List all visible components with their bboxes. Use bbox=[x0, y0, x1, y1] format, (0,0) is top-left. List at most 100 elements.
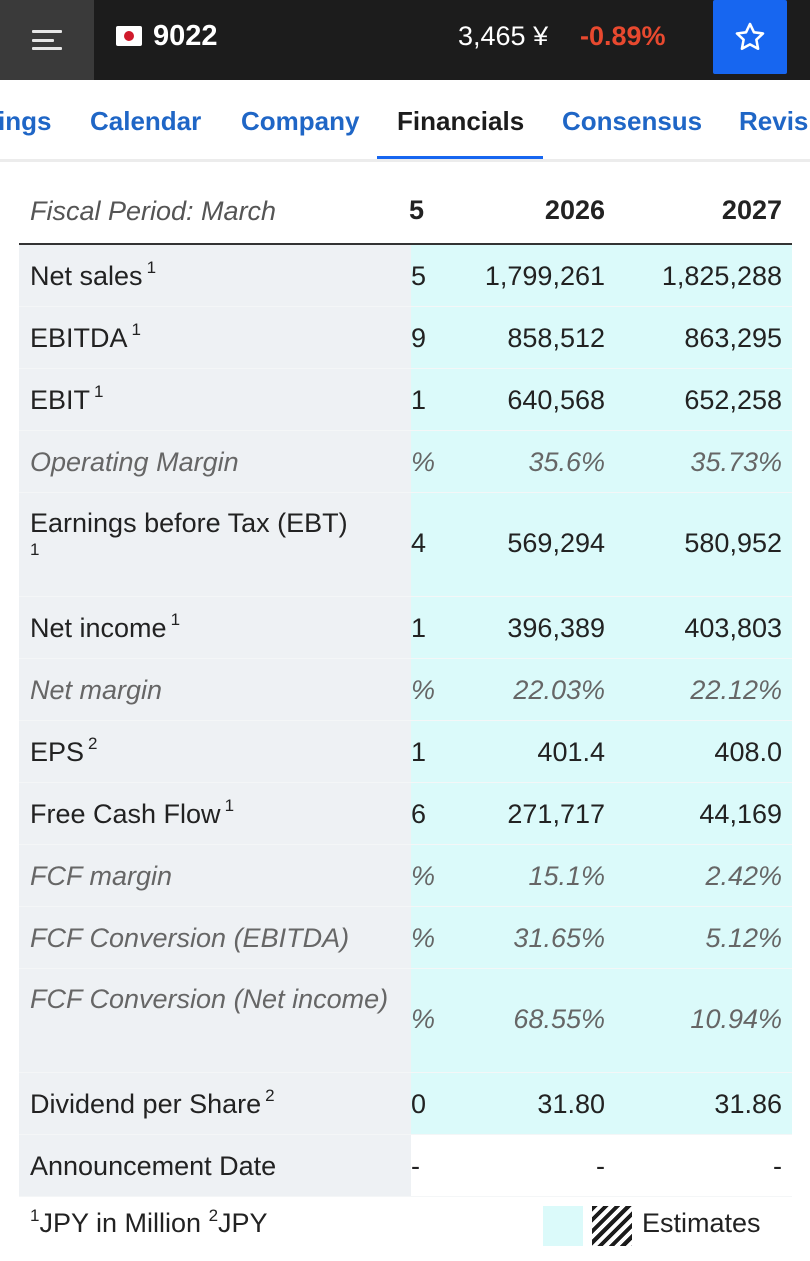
table-row: Free Cash Flow 1 6 271,717 44,169 bbox=[19, 783, 792, 845]
cell-prev: 0 bbox=[411, 1089, 427, 1119]
footnotes: 1JPY in Million 2JPY bbox=[30, 1206, 268, 1238]
table-row: Operating Margin % 35.6% 35.73% bbox=[19, 431, 792, 493]
cell-2026: 1,799,261 bbox=[484, 261, 605, 291]
cell-prev: 5 bbox=[411, 261, 427, 291]
estimates-legend-label: Estimates bbox=[642, 1208, 761, 1238]
cell-2027: 580,952 bbox=[684, 528, 782, 558]
tab-company[interactable]: Company bbox=[241, 106, 360, 136]
cell-2026: 22.03% bbox=[513, 675, 605, 705]
cell-2026: 401.4 bbox=[537, 737, 605, 767]
cell-prev: % bbox=[411, 675, 436, 705]
table-row: EBITDA 1 9 858,512 863,295 bbox=[19, 307, 792, 369]
hamburger-menu-icon[interactable] bbox=[0, 0, 94, 80]
row-label: EPS 2 bbox=[30, 734, 98, 767]
cell-2027: 1,825,288 bbox=[661, 261, 782, 291]
row-label: Operating Margin bbox=[30, 447, 239, 477]
footnote-mark: 1 bbox=[224, 796, 235, 815]
estimate-legend-swatch bbox=[543, 1206, 583, 1246]
table-row: Announcement Date - - - bbox=[19, 1135, 792, 1197]
table-row: Dividend per Share 2 0 31.80 31.86 bbox=[19, 1073, 792, 1135]
table-row: Net income 1 1 396,389 403,803 bbox=[19, 597, 792, 659]
cell-2026: 35.6% bbox=[528, 447, 605, 477]
row-label: Net sales 1 bbox=[30, 258, 157, 291]
column-header-2027: 2027 bbox=[721, 195, 782, 225]
cell-prev: % bbox=[411, 923, 436, 953]
row-label: Net income 1 bbox=[30, 610, 181, 643]
row-label: Free Cash Flow 1 bbox=[30, 796, 235, 829]
cell-prev: - bbox=[411, 1151, 420, 1181]
cell-2026: 858,512 bbox=[507, 323, 605, 353]
cell-2026: 68.55% bbox=[513, 1004, 605, 1034]
table-row: FCF Conversion (EBITDA) % 31.65% 5.12% bbox=[19, 907, 792, 969]
cell-prev: % bbox=[411, 447, 436, 477]
row-label: FCF Conversion (Net income) bbox=[30, 984, 389, 1014]
table-header: Fiscal Period: March 5 2026 2027 bbox=[19, 178, 792, 245]
cell-2027: 31.86 bbox=[714, 1089, 782, 1119]
cell-prev: 1 bbox=[411, 737, 427, 767]
hatched-legend-swatch bbox=[592, 1206, 632, 1246]
cell-prev: 1 bbox=[411, 613, 427, 643]
row-label: Net margin bbox=[30, 675, 163, 705]
column-header-prev: 5 bbox=[409, 195, 425, 225]
table-row: EPS 2 1 401.4 408.0 bbox=[19, 721, 792, 783]
top-bar: 9022 3,465 ¥ -0.89% bbox=[0, 0, 810, 80]
table-row: FCF margin % 15.1% 2.42% bbox=[19, 845, 792, 907]
cell-2027: 10.94% bbox=[690, 1004, 782, 1034]
price-change: -0.89% bbox=[580, 21, 666, 51]
tab-consensus[interactable]: Consensus bbox=[562, 106, 703, 136]
cell-2027: 863,295 bbox=[684, 323, 782, 353]
footnote-mark: 2 bbox=[88, 734, 98, 753]
row-label: FCF margin bbox=[30, 861, 173, 891]
watchlist-star-button[interactable] bbox=[713, 0, 787, 74]
cell-2027: 44,169 bbox=[699, 799, 782, 829]
active-tab-indicator bbox=[377, 156, 543, 159]
cell-prev: % bbox=[411, 1004, 436, 1034]
financials-table: Fiscal Period: March 5 2026 2027 Net sal… bbox=[19, 178, 792, 1197]
cell-2026: 640,568 bbox=[507, 385, 605, 415]
fiscal-period-label: Fiscal Period: March bbox=[30, 196, 277, 226]
tab-ratings[interactable]: ings bbox=[0, 106, 52, 136]
cell-2027: 652,258 bbox=[684, 385, 782, 415]
footnote-mark: 1 bbox=[131, 320, 141, 339]
cell-2027: 5.12% bbox=[705, 923, 782, 953]
cell-2027: 22.12% bbox=[690, 675, 782, 705]
cell-prev: 6 bbox=[411, 799, 427, 829]
table-row: Net sales 1 5 1,799,261 1,825,288 bbox=[19, 245, 792, 307]
japan-flag-icon bbox=[116, 26, 142, 46]
row-label: Announcement Date bbox=[30, 1151, 277, 1181]
table-row: Earnings before Tax (EBT) 1 4 569,294 580… bbox=[19, 493, 792, 597]
footnote-mark: 1 bbox=[146, 258, 157, 277]
table-row: FCF Conversion (Net income) % 68.55% 10.… bbox=[19, 969, 792, 1073]
cell-2027: - bbox=[773, 1151, 782, 1181]
cell-2027: 35.73% bbox=[690, 447, 782, 477]
row-label: EBITDA 1 bbox=[30, 320, 141, 353]
tab-revisions[interactable]: Revisi bbox=[739, 106, 810, 136]
footnote-mark: 1 bbox=[94, 382, 104, 401]
cell-2026: - bbox=[596, 1151, 605, 1181]
cell-2026: 271,717 bbox=[507, 799, 605, 829]
cell-2027: 403,803 bbox=[684, 613, 782, 643]
cell-2026: 569,294 bbox=[507, 528, 605, 558]
cell-2026: 396,389 bbox=[507, 613, 605, 643]
cell-2026: 15.1% bbox=[528, 861, 605, 891]
footnote-mark: 2 bbox=[265, 1086, 275, 1105]
star-outline-icon bbox=[735, 22, 765, 51]
ticker-symbol: 9022 bbox=[153, 20, 218, 52]
row-label: EBIT 1 bbox=[30, 382, 104, 415]
table-row: EBIT 1 1 640,568 652,258 bbox=[19, 369, 792, 431]
table-row: Net margin % 22.03% 22.12% bbox=[19, 659, 792, 721]
tab-financials[interactable]: Financials bbox=[397, 106, 525, 136]
cell-prev: 1 bbox=[411, 385, 427, 415]
cell-2027: 408.0 bbox=[714, 737, 782, 767]
cell-prev: 9 bbox=[411, 323, 427, 353]
stock-price: 3,465 ¥ bbox=[458, 21, 549, 51]
footnote-mark: 1 bbox=[170, 610, 181, 629]
tab-calendar[interactable]: Calendar bbox=[90, 106, 202, 136]
column-header-2026: 2026 bbox=[544, 195, 605, 225]
row-label: Earnings before Tax (EBT) 1 bbox=[30, 505, 400, 559]
cell-prev: % bbox=[411, 861, 436, 891]
footnote-mark: 1 bbox=[30, 540, 40, 559]
row-label: Dividend per Share 2 bbox=[30, 1086, 275, 1119]
cell-2027: 2.42% bbox=[705, 861, 782, 891]
cell-prev: 4 bbox=[411, 528, 427, 558]
